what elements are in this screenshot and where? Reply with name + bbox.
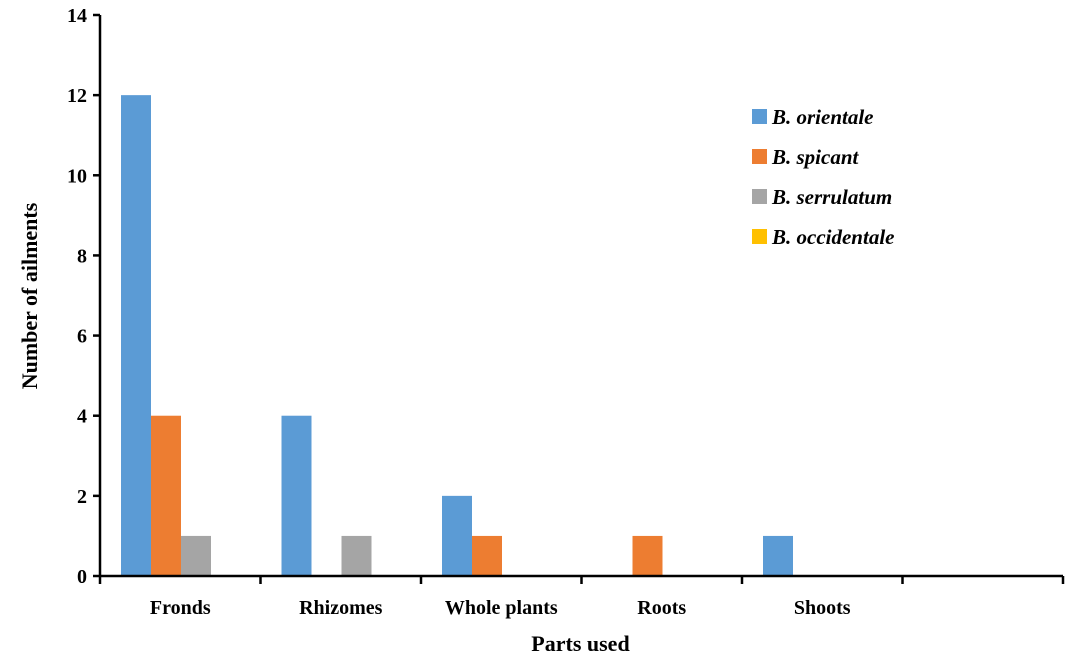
x-tick-label: Whole plants	[445, 597, 558, 619]
legend-label: B. orientale	[771, 105, 874, 129]
legend-label: B. serrulatum	[771, 185, 892, 209]
y-tick-label: 12	[67, 85, 87, 107]
y-tick-label: 4	[77, 406, 87, 428]
x-ticks-group: Fronds Rhizomes Whole plants Roots Shoots	[98, 576, 1065, 619]
bars-group	[121, 95, 793, 577]
legend-swatch	[752, 229, 767, 244]
bar-0-0	[121, 95, 151, 577]
y-axis-title: Number of ailments	[17, 202, 42, 389]
x-axis-title: Parts used	[531, 631, 629, 656]
legend-swatch	[752, 189, 767, 204]
bar-1-0	[151, 415, 181, 576]
legend-swatch	[752, 109, 767, 124]
x-tick-label: Roots	[637, 597, 686, 619]
legend-swatch	[752, 149, 767, 164]
y-tick-label: 6	[77, 326, 87, 348]
y-tick-label: 8	[77, 245, 87, 267]
axes-group	[98, 15, 1063, 578]
legend-label: B. occidentale	[771, 225, 894, 249]
bar-0-4	[763, 535, 793, 576]
y-tick-label: 0	[77, 566, 87, 588]
bar-2-1	[341, 535, 372, 576]
legend: B. orientale B. spicant B. serrulatum B. oc…	[752, 105, 894, 249]
y-tick-label: 2	[77, 486, 87, 508]
bar-1-3	[632, 535, 663, 576]
bar-1-2	[472, 535, 502, 576]
y-tick-label: 10	[67, 165, 87, 187]
x-tick-label: Shoots	[794, 597, 851, 619]
bar-0-2	[442, 495, 472, 576]
y-tick-label: 14	[67, 5, 87, 27]
y-ticks-group: 0 2 4 6 8 10 12 14	[67, 5, 100, 588]
bar-0-1	[281, 415, 312, 576]
bar-2-0	[181, 535, 211, 576]
x-tick-label: Rhizomes	[299, 597, 383, 619]
legend-label: B. spicant	[771, 145, 860, 169]
x-tick-label: Fronds	[150, 597, 211, 619]
